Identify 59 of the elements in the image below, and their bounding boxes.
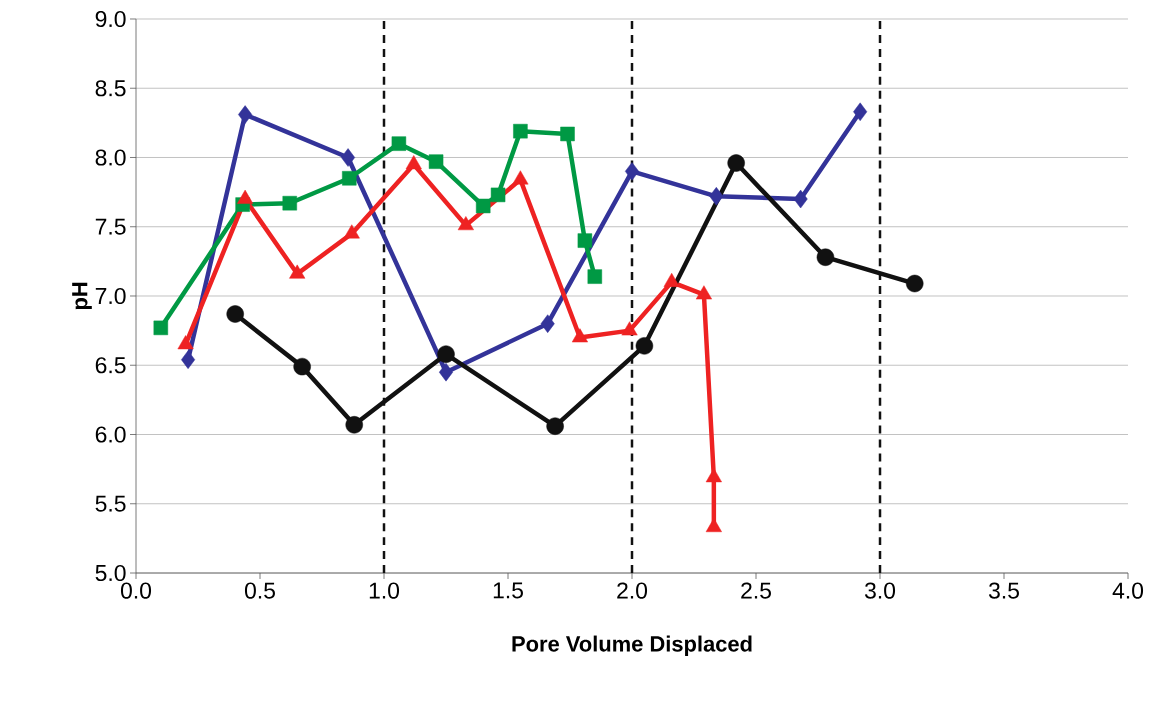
point — [512, 170, 529, 185]
y-tick-label: 7.5 — [95, 218, 126, 235]
point — [727, 154, 745, 172]
x-tick-label: 2.5 — [741, 582, 771, 599]
point — [293, 357, 311, 376]
point — [906, 274, 924, 293]
point — [475, 198, 491, 214]
point — [625, 162, 639, 181]
point — [345, 416, 363, 434]
x-tick-label: 2.0 — [617, 582, 648, 599]
point — [238, 105, 253, 124]
point — [437, 345, 455, 363]
point — [816, 248, 835, 266]
point — [342, 171, 357, 186]
x-tick-label: 0.0 — [120, 582, 152, 599]
point — [853, 102, 868, 122]
y-tick-label: 5.5 — [95, 495, 126, 512]
point — [282, 195, 297, 211]
x-tick-label: 3.5 — [988, 582, 1019, 599]
point — [341, 148, 356, 167]
point — [709, 187, 724, 206]
y-tick-label: 8.5 — [95, 80, 126, 97]
x-axis-title: Pore Volume Displaced — [512, 635, 752, 656]
point — [705, 468, 722, 483]
point — [289, 264, 306, 279]
point — [181, 350, 196, 369]
point — [391, 136, 407, 151]
point — [153, 320, 169, 336]
x-tick-label: 4.0 — [1112, 582, 1144, 599]
point — [560, 126, 575, 142]
y-tick-label: 8.0 — [95, 149, 126, 166]
x-tick-label: 1.5 — [493, 582, 523, 599]
point — [577, 233, 593, 248]
point — [540, 314, 555, 333]
point — [793, 189, 808, 209]
point — [546, 417, 564, 435]
point — [226, 305, 244, 323]
x-tick-label: 1.0 — [369, 582, 400, 599]
y-tick-label: 7.0 — [95, 287, 126, 305]
point — [513, 123, 528, 139]
point — [439, 362, 453, 382]
point — [457, 216, 474, 231]
point — [405, 155, 422, 170]
x-tick-label: 0.5 — [244, 582, 275, 599]
point — [571, 328, 588, 343]
y-tick-label: 9.0 — [95, 10, 126, 28]
x-tick-label: 3.0 — [864, 582, 896, 599]
y-axis-title: pH — [72, 282, 92, 310]
point — [587, 269, 603, 284]
y-tick-label: 6.0 — [95, 426, 126, 443]
point — [695, 285, 712, 300]
y-tick-label: 5.0 — [95, 564, 126, 582]
point — [490, 187, 506, 203]
point — [177, 335, 194, 350]
point — [343, 224, 360, 239]
point — [428, 154, 444, 169]
point — [621, 321, 638, 336]
y-tick-label: 6.5 — [95, 357, 126, 374]
point — [635, 337, 654, 355]
